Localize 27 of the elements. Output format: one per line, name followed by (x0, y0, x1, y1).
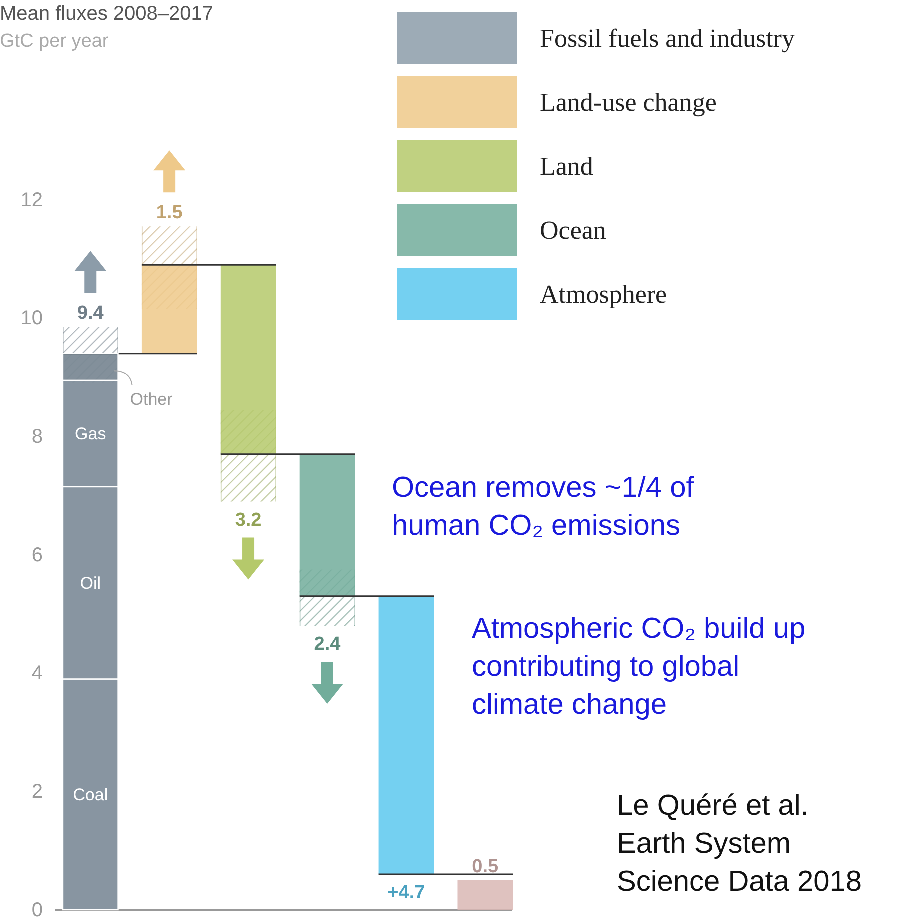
legend-label: Other (130, 390, 174, 410)
annotation: Ocean removes ~1/4 of human CO₂ emissions (392, 472, 696, 542)
data-label: +4.7 (388, 882, 426, 904)
data-label: 1.5 (156, 202, 184, 224)
data-label: 3.2 (235, 510, 262, 531)
text: Fossil fuels and industry (540, 24, 795, 53)
y-tick-label: 2 (32, 781, 43, 804)
data-label: 2.4 (314, 634, 342, 655)
text: Land-use change (540, 88, 717, 117)
text: Le Quéré et al. Earth System Science Data 2018 (617, 790, 862, 898)
y-tick-label: 4 (32, 662, 43, 685)
band-label: Coal (73, 786, 108, 805)
data-label: 9.4 (77, 303, 104, 324)
text: Atmosphere (540, 280, 668, 309)
annotation: Atmospheric CO₂ build up contributing to global climate change (472, 613, 806, 721)
y-tick-label: 10 (20, 308, 43, 330)
text: Land (540, 152, 594, 181)
text: Ocean (540, 216, 606, 245)
y-tick-label: 0 (32, 899, 43, 921)
data-label: 0.5 (472, 856, 500, 878)
y-tick-label: 6 (32, 544, 43, 566)
band-label: Oil (80, 574, 102, 594)
chart-title: Mean fluxes 2008–2017 (0, 3, 214, 25)
chart-subtitle: GtC per year (0, 31, 110, 52)
band-label: Gas (75, 424, 106, 444)
y-tick-label: 12 (20, 189, 43, 212)
y-tick-label: 8 (32, 426, 43, 448)
